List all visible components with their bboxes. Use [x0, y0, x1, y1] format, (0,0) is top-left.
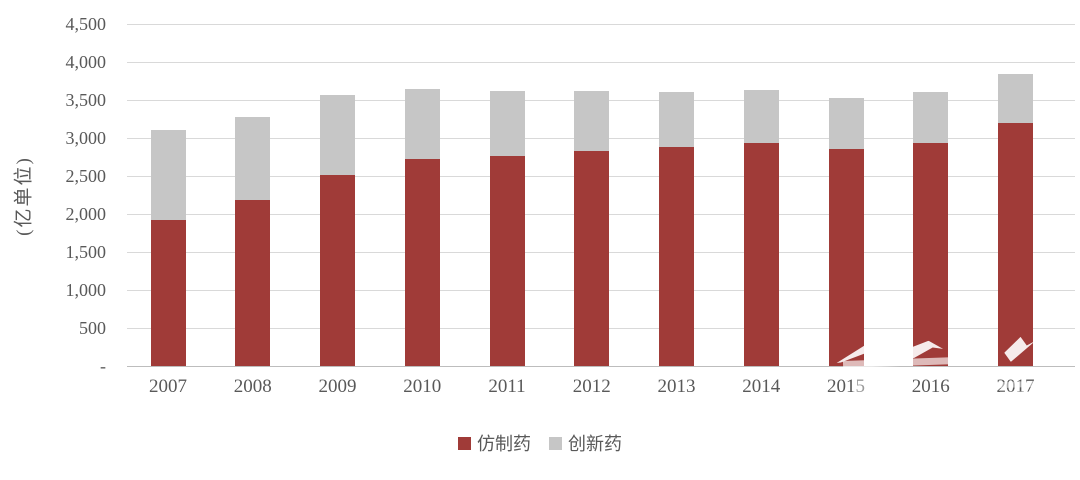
y-tick-label: 1,500: [65, 242, 107, 262]
bar-segment-2007-generic: [150, 220, 186, 366]
bar-segment-2012-generic: [574, 150, 610, 366]
y-tick-label: 4,000: [65, 52, 107, 72]
gridline: [127, 62, 1075, 63]
legend: 仿制药 创新药: [0, 430, 1080, 456]
y-tick-label: -: [100, 356, 106, 376]
x-tick-label-2013: 2013: [657, 376, 696, 397]
x-tick-label-2016: 2016: [911, 376, 950, 397]
bar-segment-2008-innovative: [235, 117, 271, 201]
legend-label: 创新药: [568, 434, 622, 454]
bar-segment-2014-innovative: [743, 90, 779, 144]
bar-segment-2009-generic: [320, 175, 355, 366]
bar-segment-2017-innovative: [998, 74, 1033, 123]
gridline: [127, 24, 1075, 25]
bar-segment-2008-generic: [235, 200, 271, 366]
y-tick-label: 500: [79, 318, 106, 338]
bar-segment-2011-generic: [489, 156, 525, 366]
y-tick-label: 3,500: [65, 90, 107, 110]
bar-segment-2012-innovative: [574, 90, 610, 151]
x-tick-label-2011: 2011: [488, 376, 526, 397]
bar-segment-2014-generic: [743, 143, 779, 366]
y-tick-label: 3,000: [65, 128, 107, 148]
bar-segment-2010-generic: [404, 158, 440, 366]
x-tick-label-2008: 2008: [233, 376, 272, 397]
x-tick-label-2010: 2010: [403, 376, 442, 397]
legend-swatch-icon: [458, 436, 471, 450]
bar-segment-2016-generic: [913, 143, 949, 366]
bar-segment-2016-innovative: [913, 91, 949, 144]
legend-swatch-icon: [549, 436, 562, 450]
bar-segment-2015-generic: [828, 148, 864, 366]
watermark-fragment: [999, 390, 1059, 397]
bar-segment-2009-innovative: [320, 95, 355, 176]
x-tick-label-2012: 2012: [572, 376, 611, 397]
bar-segment-2017-generic: [998, 122, 1033, 366]
y-tick-label: 4,500: [65, 14, 107, 34]
bar-segment-2013-generic: [659, 147, 694, 366]
bar-segment-2011-innovative: [489, 90, 525, 157]
bar-segment-2010-innovative: [404, 88, 440, 159]
bar-segment-2007-innovative: [150, 130, 186, 221]
x-tick-label-2007: 2007: [149, 376, 187, 397]
bar-segment-2013-innovative: [659, 92, 694, 148]
x-tick-label-2014: 2014: [742, 376, 781, 397]
watermark-fragment: [852, 369, 874, 399]
y-tick-label: 2,000: [65, 204, 107, 224]
legend-label: 仿制药: [477, 434, 531, 454]
y-tick-label: 1,000: [65, 280, 107, 300]
legend-item-innovative: 创新药: [549, 430, 622, 456]
x-axis-line: [127, 366, 1075, 367]
legend-item-generic: 仿制药: [458, 430, 531, 456]
y-tick-label: 2,500: [65, 166, 107, 186]
x-tick-label-2009: 2009: [318, 376, 357, 397]
bar-segment-2015-innovative: [828, 97, 864, 149]
x-tick-label-2015: 2015: [827, 376, 865, 397]
